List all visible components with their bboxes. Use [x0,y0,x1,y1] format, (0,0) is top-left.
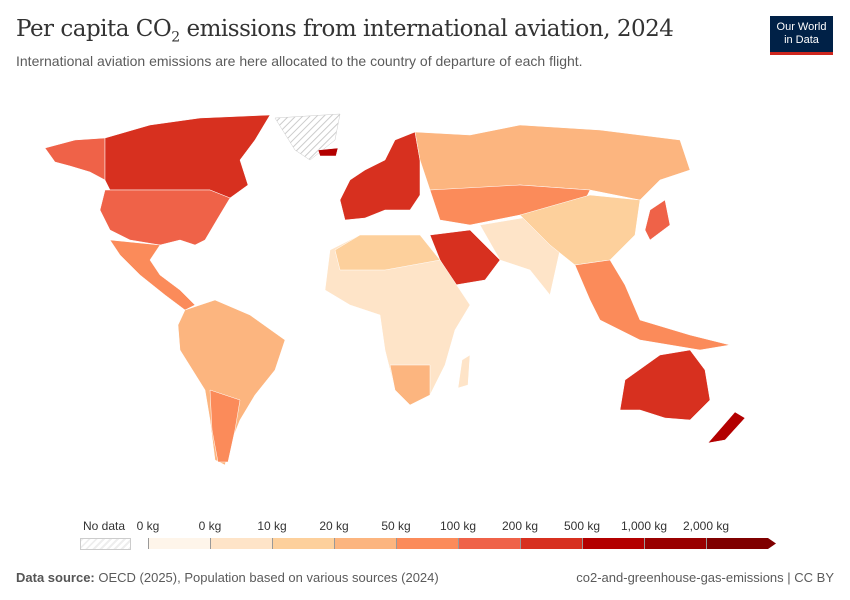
legend-bin[interactable] [520,538,582,549]
legend-tick-label: 50 kg [381,519,411,533]
region-mexico-central-america[interactable] [109,239,196,311]
page-title: Per capita CO2 emissions from internatio… [16,16,674,46]
legend-tick-label: 100 kg [439,519,477,533]
region-alaska[interactable] [44,137,106,181]
data-source: Data source: OECD (2025), Population bas… [16,570,439,585]
world-map[interactable] [0,100,850,500]
legend-bin[interactable] [706,538,768,549]
region-australia[interactable] [619,349,711,421]
legend-bin[interactable] [396,538,458,549]
legend-bin[interactable] [582,538,644,549]
legend-bin[interactable] [272,538,334,549]
legend-tick-label: 1,000 kg [620,519,668,533]
region-iceland[interactable] [317,147,339,157]
region-north-africa[interactable] [334,234,441,271]
legend-arrow-icon [768,538,776,549]
footer-license-link[interactable]: co2-and-greenhouse-gas-emissions | CC BY [576,570,834,585]
legend-bin[interactable] [334,538,396,549]
legend-no-data-swatch[interactable] [80,538,131,550]
region-new-zealand[interactable] [707,411,746,444]
legend-tick-label: 0 kg [136,519,160,533]
legend-bin[interactable] [148,538,210,549]
region-southern-africa[interactable] [389,364,431,406]
legend-bin[interactable] [210,538,272,549]
region-japan[interactable] [644,199,671,241]
subtitle: International aviation emissions are her… [16,53,583,69]
legend-bin[interactable] [458,538,520,549]
legend-tick-label: 500 kg [563,519,601,533]
owid-logo[interactable]: Our World in Data [770,16,833,55]
region-southeast-asia[interactable] [574,259,731,351]
region-madagascar[interactable] [457,354,471,389]
region-canada[interactable] [104,114,271,199]
region-china[interactable] [519,194,641,266]
legend-tick-label: 0 kg [198,519,222,533]
region-europe[interactable] [339,131,421,221]
legend-tick-label: 2,000 kg [682,519,730,533]
legend-bin[interactable] [644,538,706,549]
region-usa[interactable] [99,189,231,246]
legend-no-data-label: No data [82,519,126,533]
legend-tick-label: 200 kg [501,519,539,533]
legend-tick-label: 10 kg [257,519,287,533]
legend-tick-label: 20 kg [319,519,349,533]
region-argentina-chile[interactable] [209,389,241,463]
